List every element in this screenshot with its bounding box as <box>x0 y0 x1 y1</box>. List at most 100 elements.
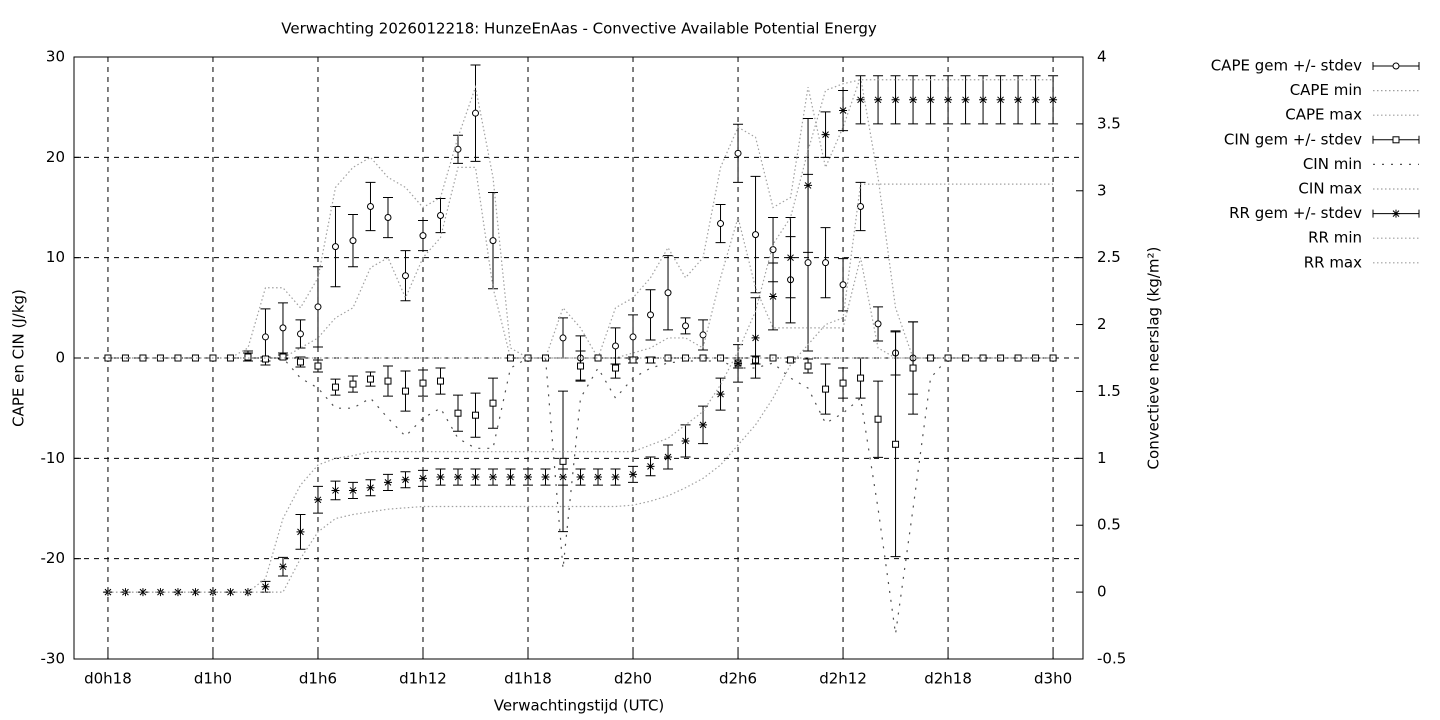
marker <box>331 486 340 495</box>
marker <box>384 377 392 385</box>
marker <box>279 353 287 361</box>
marker <box>261 333 269 341</box>
x-tick-label: d2h0 <box>614 670 652 688</box>
marker <box>173 588 182 597</box>
marker <box>453 473 462 482</box>
x-tick-label: d1h12 <box>399 670 447 688</box>
marker <box>996 95 1005 104</box>
legend-label: CIN max <box>1298 180 1362 198</box>
marker <box>822 259 830 267</box>
marker <box>366 375 374 383</box>
marker <box>524 473 533 482</box>
marker <box>489 237 497 245</box>
legend-item: RR min <box>1308 229 1419 247</box>
marker <box>349 237 357 245</box>
marker <box>664 452 673 461</box>
marker <box>366 202 374 210</box>
marker <box>612 364 620 372</box>
x-tick-label: d1h18 <box>504 670 552 688</box>
marker <box>892 440 900 448</box>
marker <box>226 588 235 597</box>
marker <box>436 473 445 482</box>
y2-tick-label: 3 <box>1097 181 1107 199</box>
marker <box>454 145 462 153</box>
marker <box>401 272 409 280</box>
legend-item: CIN gem +/- stdev <box>1224 130 1420 148</box>
marker <box>927 354 935 362</box>
legend-item: CAPE gem +/- stdev <box>1211 57 1420 75</box>
marker <box>348 486 357 495</box>
marker <box>261 355 269 363</box>
marker <box>401 387 409 395</box>
marker <box>751 333 760 342</box>
marker <box>629 470 638 479</box>
y2-tick-label: 0.5 <box>1097 516 1121 534</box>
marker <box>296 527 305 536</box>
x-tick-label: d1h0 <box>194 670 232 688</box>
marker <box>471 473 480 482</box>
y2-tick-label: 2 <box>1097 315 1107 333</box>
y2-tick-label: -0.5 <box>1097 650 1126 668</box>
series-line <box>107 183 1054 593</box>
series-line <box>107 74 1054 360</box>
marker <box>979 95 988 104</box>
y2-tick-label: 4 <box>1097 48 1107 66</box>
marker <box>138 588 147 597</box>
legend-item: CIN min <box>1303 155 1419 173</box>
marker <box>296 358 304 366</box>
marker <box>103 588 112 597</box>
marker <box>804 259 812 267</box>
marker <box>331 243 339 251</box>
marker <box>471 411 479 419</box>
y-tick-label: 10 <box>46 248 65 266</box>
marker <box>471 109 479 117</box>
marker <box>752 231 760 239</box>
legend-label: CAPE max <box>1285 106 1362 124</box>
marker <box>191 588 200 597</box>
marker <box>874 320 882 328</box>
marker <box>856 95 865 104</box>
marker <box>418 474 427 483</box>
marker <box>891 95 900 104</box>
y-tick-label: -30 <box>41 650 66 668</box>
marker <box>734 359 743 368</box>
x-tick-label: d1h6 <box>299 670 337 688</box>
legend-item: CAPE max <box>1285 106 1419 124</box>
legend-marker <box>1392 62 1400 70</box>
legend-label: CAPE gem +/- stdev <box>1211 57 1362 75</box>
marker <box>314 303 322 311</box>
marker <box>1049 95 1058 104</box>
marker <box>926 95 935 104</box>
marker <box>226 354 234 362</box>
legend-item: RR gem +/- stdev <box>1229 204 1420 222</box>
marker <box>314 362 322 370</box>
marker <box>454 409 462 417</box>
y2-axis-label: Convectieve neerslag (kg/m²) <box>1145 247 1163 470</box>
marker <box>769 246 777 254</box>
x-tick-label: d2h6 <box>719 670 757 688</box>
marker <box>384 214 392 222</box>
marker <box>909 95 918 104</box>
marker <box>839 379 847 387</box>
legend-item: CAPE min <box>1290 81 1419 99</box>
legend-label: CIN gem +/- stdev <box>1224 130 1362 148</box>
marker <box>419 379 427 387</box>
marker <box>436 377 444 385</box>
marker <box>612 342 620 350</box>
x-tick-label: d3h0 <box>1034 670 1072 688</box>
marker <box>489 399 497 407</box>
marker <box>682 322 690 330</box>
marker <box>839 106 848 115</box>
marker <box>313 495 322 504</box>
marker <box>961 95 970 104</box>
legend-item: CIN max <box>1298 180 1419 198</box>
y-tick-label: -20 <box>41 549 66 567</box>
marker <box>594 473 603 482</box>
marker <box>716 390 725 399</box>
marker <box>1014 95 1023 104</box>
marker <box>1031 95 1040 104</box>
x-tick-label: d0h18 <box>84 670 132 688</box>
marker <box>786 253 795 262</box>
marker <box>857 374 865 382</box>
marker <box>629 333 637 341</box>
